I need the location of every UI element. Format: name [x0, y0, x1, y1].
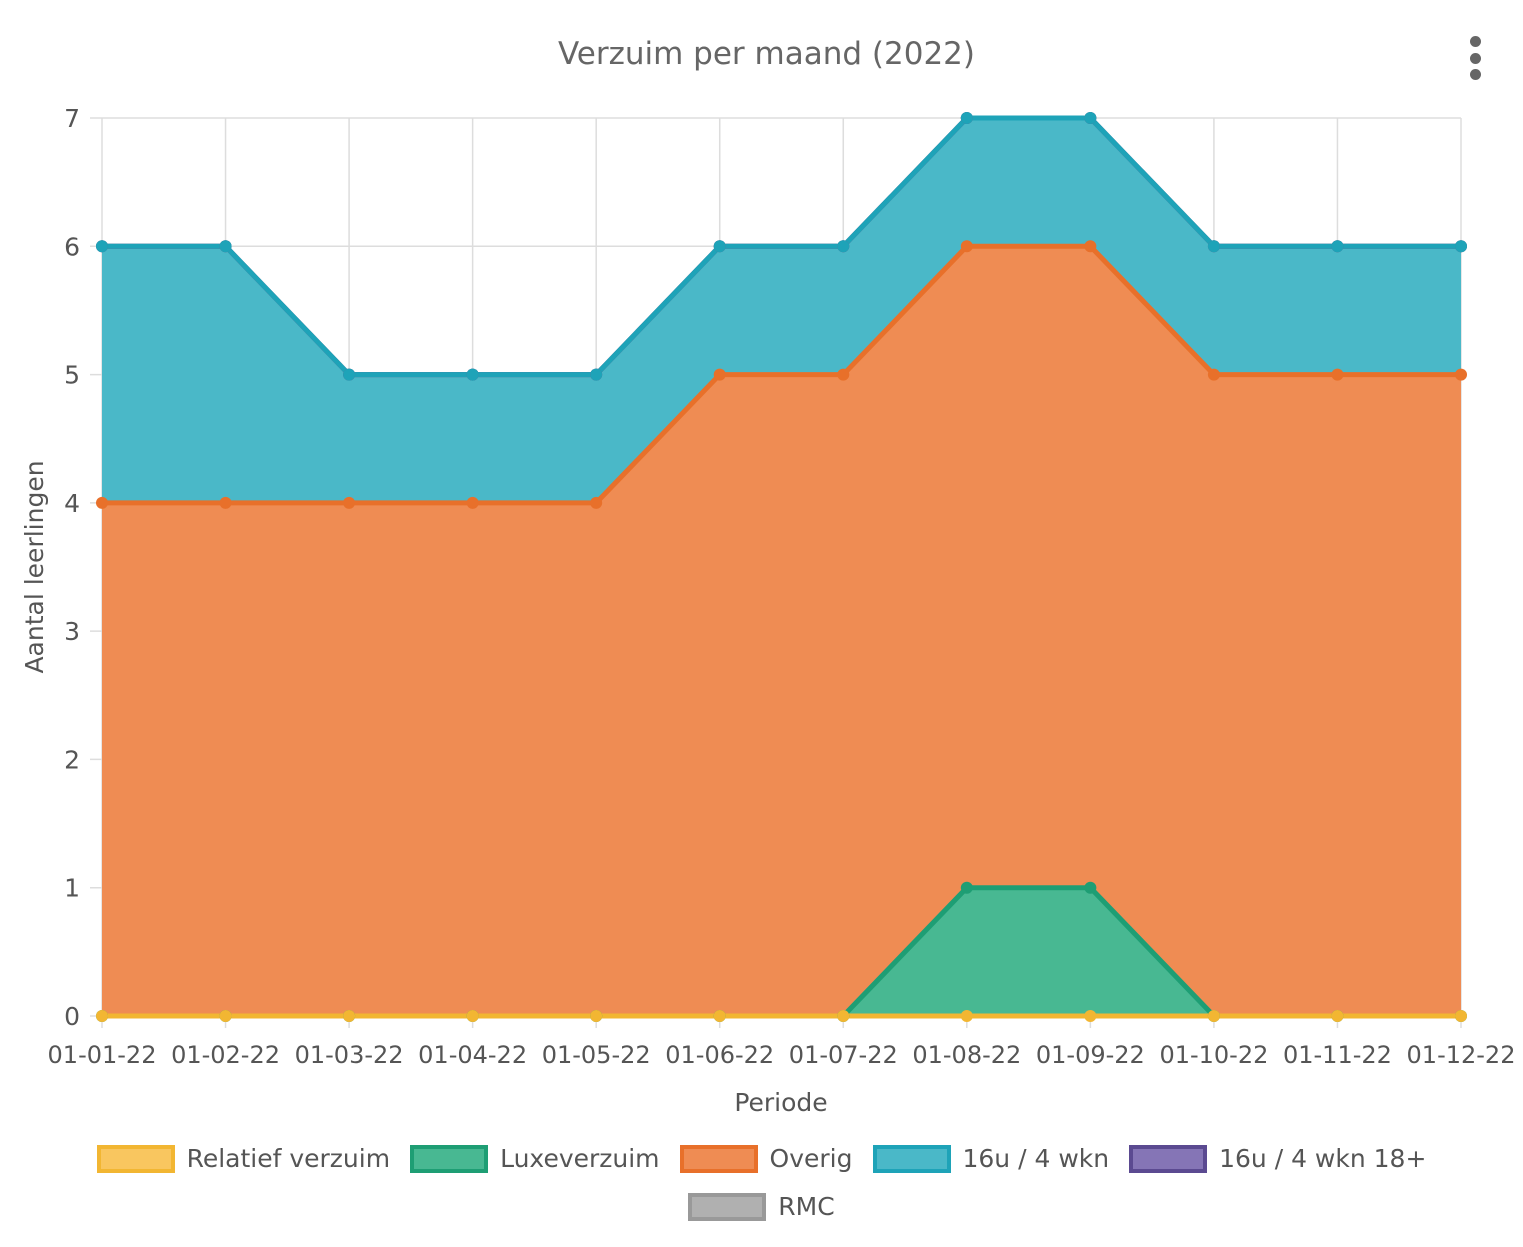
- series-areas: [102, 118, 1461, 1017]
- data-point[interactable]: [466, 1010, 479, 1022]
- line-16u-4-wkn: [102, 115, 1461, 378]
- data-point[interactable]: [1207, 368, 1220, 381]
- y-tick-label: 5: [64, 361, 80, 390]
- legend-label: Relatief verzuim: [186, 1144, 391, 1173]
- menu-dot-icon: [1469, 69, 1481, 80]
- data-point[interactable]: [713, 240, 726, 253]
- legend-swatch: [96, 1144, 175, 1173]
- area-overig: [102, 246, 1461, 1017]
- data-point[interactable]: [713, 368, 726, 381]
- area-16u-4-wkn: [102, 118, 1461, 503]
- data-point[interactable]: [1084, 240, 1097, 253]
- x-tick-label: 01-11-22: [1283, 1041, 1392, 1069]
- data-point[interactable]: [837, 368, 850, 381]
- legend: RMC: [0, 1192, 1523, 1221]
- x-tick-label: 01-04-22: [418, 1041, 527, 1069]
- data-point[interactable]: [1084, 1010, 1097, 1022]
- data-point[interactable]: [960, 112, 973, 124]
- legend-label: Luxeverzuim: [500, 1144, 660, 1173]
- data-point[interactable]: [1455, 1010, 1467, 1022]
- menu-dot-icon: [1469, 52, 1481, 64]
- legend-item[interactable]: 16u / 4 wkn 18+: [1129, 1144, 1426, 1173]
- chart-area: 0 1 2 3 4 5 6 7 01-01-22 01-02-22 01-03-22 01-04-2…: [20, 104, 1516, 1117]
- legend-swatch: [1129, 1144, 1208, 1173]
- x-tick-label: 01-12-22: [1407, 1041, 1516, 1069]
- legend-label: RMC: [778, 1192, 835, 1221]
- legend-label: 16u / 4 wkn: [962, 1144, 1110, 1173]
- legend-swatch: [410, 1144, 489, 1173]
- y-tick-label: 1: [64, 874, 80, 903]
- data-point[interactable]: [837, 1010, 850, 1022]
- data-point[interactable]: [1331, 240, 1344, 253]
- data-point[interactable]: [960, 1010, 973, 1022]
- x-tick-label: 01-05-22: [542, 1041, 651, 1069]
- legend-swatch: [688, 1192, 767, 1221]
- legend-item[interactable]: RMC: [688, 1192, 835, 1221]
- data-point[interactable]: [1207, 1010, 1220, 1022]
- series-points: [96, 112, 1467, 1022]
- menu-dot-icon: [1469, 36, 1481, 47]
- legend-item[interactable]: Overig: [679, 1144, 853, 1173]
- data-point[interactable]: [96, 1010, 108, 1022]
- series-lines: [102, 115, 1461, 1019]
- x-tick-label: 01-07-22: [789, 1041, 898, 1069]
- legend-label: 16u / 4 wkn 18+: [1219, 1144, 1427, 1173]
- data-point[interactable]: [1084, 112, 1097, 124]
- y-axis-label: Aantal leerlingen: [20, 460, 49, 673]
- x-tick-label: 01-06-22: [665, 1041, 774, 1069]
- y-tick-label: 2: [64, 745, 80, 774]
- y-tick-label: 6: [64, 232, 80, 261]
- data-point[interactable]: [343, 368, 356, 381]
- y-tick-label: 3: [64, 617, 80, 646]
- x-tick-label: 01-01-22: [48, 1041, 157, 1069]
- data-point[interactable]: [960, 881, 973, 894]
- data-point[interactable]: [466, 368, 479, 381]
- legend-swatch: [679, 1144, 758, 1173]
- x-tick-label: 01-09-22: [1036, 1041, 1145, 1069]
- data-point[interactable]: [343, 496, 356, 509]
- data-point[interactable]: [1455, 240, 1467, 253]
- legend-label: Overig: [769, 1144, 853, 1173]
- y-tick-label: 4: [64, 489, 80, 518]
- legend-item[interactable]: Relatief verzuim: [96, 1144, 391, 1173]
- legend-swatch: [872, 1144, 951, 1173]
- data-point[interactable]: [713, 1010, 726, 1022]
- data-point[interactable]: [219, 496, 232, 509]
- x-tick-label: 01-03-22: [295, 1041, 404, 1069]
- area-luxeverzuim: [102, 887, 1461, 1016]
- x-tick-label: 01-02-22: [171, 1041, 280, 1069]
- data-point[interactable]: [1084, 881, 1097, 894]
- data-point[interactable]: [1207, 240, 1220, 253]
- data-point[interactable]: [343, 1010, 356, 1022]
- x-tick-label: 01-08-22: [912, 1041, 1021, 1069]
- y-tick-label: 0: [64, 1002, 80, 1031]
- data-point[interactable]: [219, 240, 232, 253]
- chart-title: Verzuim per maand (2022): [557, 36, 975, 72]
- legend: Relatief verzuim Luxeverzuim Overig 16u / 4…: [0, 1144, 1523, 1173]
- data-point[interactable]: [837, 240, 850, 253]
- chart-menu-button[interactable]: [1460, 36, 1490, 80]
- data-point[interactable]: [960, 240, 973, 253]
- data-point[interactable]: [590, 368, 603, 381]
- data-point[interactable]: [96, 240, 108, 253]
- x-tick-label: 01-10-22: [1159, 1041, 1268, 1069]
- data-point[interactable]: [466, 496, 479, 509]
- x-axis-ticks: 01-01-22 01-02-22 01-03-22 01-04-22 01-05-22…: [48, 1041, 1516, 1069]
- data-point[interactable]: [219, 1010, 232, 1022]
- y-tick-label: 7: [64, 104, 80, 133]
- line-overig: [102, 243, 1461, 506]
- x-axis-label: Periode: [734, 1088, 827, 1117]
- legend-item[interactable]: 16u / 4 wkn: [872, 1144, 1110, 1173]
- data-point[interactable]: [1331, 1010, 1344, 1022]
- data-point[interactable]: [590, 496, 603, 509]
- y-axis-ticks: 0 1 2 3 4 5 6 7: [64, 104, 80, 1031]
- data-point[interactable]: [1331, 368, 1344, 381]
- data-point[interactable]: [96, 496, 108, 509]
- data-point[interactable]: [590, 1010, 603, 1022]
- legend-item[interactable]: Luxeverzuim: [410, 1144, 660, 1173]
- data-point[interactable]: [1455, 368, 1467, 381]
